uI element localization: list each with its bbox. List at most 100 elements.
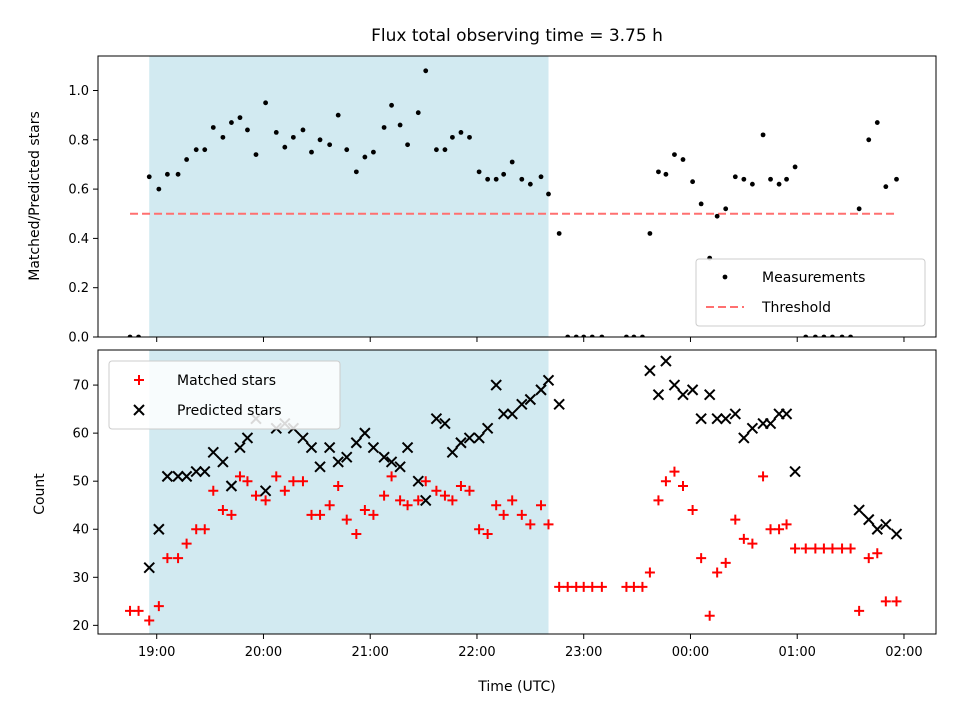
matched-star-point xyxy=(173,553,184,564)
measurement-point xyxy=(327,142,333,148)
measurement-point xyxy=(282,144,288,150)
predicted-star-point xyxy=(199,465,211,478)
measurement-point xyxy=(442,147,448,153)
predicted-star-point xyxy=(463,432,476,444)
matched-star-point xyxy=(687,505,698,516)
matched-star-point xyxy=(507,495,518,506)
predicted-star-point xyxy=(207,446,219,459)
matched-star-point xyxy=(162,553,173,564)
predicted-star-point xyxy=(412,475,424,487)
xtick-label: 19:00 xyxy=(138,645,175,660)
predicted-star-point xyxy=(764,417,777,430)
measurement-point xyxy=(175,171,181,177)
measurement-point xyxy=(434,147,439,153)
matched-star-point xyxy=(644,567,655,578)
top-plot-area xyxy=(127,56,899,337)
matched-star-point xyxy=(271,471,282,482)
predicted-star-point xyxy=(172,470,184,483)
matched-star-point xyxy=(368,509,379,520)
measurement-point xyxy=(220,134,226,140)
matched-star-point xyxy=(738,533,749,544)
measurement-point xyxy=(300,127,306,133)
matched-star-point xyxy=(863,553,874,564)
measurement-point xyxy=(690,179,696,185)
predicted-star-point xyxy=(746,422,759,435)
predicted-star-point xyxy=(660,355,672,367)
matched-star-point xyxy=(250,490,261,501)
measurement-point xyxy=(538,174,544,180)
measurement-point xyxy=(714,213,720,219)
matched-star-point xyxy=(351,529,362,540)
top-ylabel: Matched/Predicted stars xyxy=(27,111,43,281)
matched-star-point xyxy=(455,480,466,491)
matched-star-point xyxy=(637,581,648,592)
matched-star-point xyxy=(758,471,769,482)
measurement-point xyxy=(680,157,686,162)
predicted-star-point xyxy=(652,388,665,401)
measurement-point xyxy=(866,137,872,143)
legend-box xyxy=(108,360,341,430)
matched-star-point xyxy=(153,601,164,612)
predicted-star-point xyxy=(259,485,272,497)
matched-star-point xyxy=(226,509,237,520)
predicted-star-point xyxy=(863,513,875,526)
xtick-label: 02:00 xyxy=(885,645,922,660)
predicted-star-point xyxy=(853,504,865,516)
predicted-star-point xyxy=(516,398,528,411)
predicted-star-point xyxy=(430,413,443,425)
matched-star-point xyxy=(872,548,883,559)
bottom-ytick-label: 40 xyxy=(72,523,89,538)
matched-star-point xyxy=(720,557,731,568)
predicted-star-point xyxy=(359,427,371,439)
measurement-point xyxy=(210,125,216,130)
top-series-dot xyxy=(127,68,899,337)
matched-star-point xyxy=(696,553,707,564)
measurement-point xyxy=(458,130,464,135)
xtick-label: 21:00 xyxy=(351,645,388,660)
predicted-star-point xyxy=(871,523,883,535)
legend-predicted-marker xyxy=(133,404,145,416)
measurement-point xyxy=(309,149,314,155)
measurement-point xyxy=(663,171,669,177)
predicted-star-point xyxy=(332,456,344,468)
measurement-point xyxy=(581,334,587,337)
matched-star-point xyxy=(191,524,202,535)
matched-star-point xyxy=(324,500,335,511)
measurement-point xyxy=(821,334,827,337)
legend-box xyxy=(695,258,926,327)
matched-star-point xyxy=(781,519,792,530)
matched-star-point xyxy=(420,476,431,487)
predicted-star-point xyxy=(711,413,723,425)
measurement-point xyxy=(573,334,579,337)
predicted-star-point xyxy=(789,465,801,478)
measurement-point xyxy=(883,184,889,190)
matched-star-point xyxy=(133,605,144,616)
measurement-point xyxy=(519,176,525,182)
legend-matched-marker xyxy=(134,375,144,385)
measurement-point xyxy=(362,154,368,160)
predicted-star-point xyxy=(217,456,229,468)
predicted-star-point xyxy=(686,384,699,396)
measurement-point xyxy=(749,181,755,187)
measurement-point xyxy=(415,110,421,116)
measurement-point xyxy=(732,174,738,180)
measurement-point xyxy=(527,181,533,187)
matched-star-point xyxy=(827,543,838,554)
predicted-star-point xyxy=(719,413,732,425)
matched-star-point xyxy=(730,514,741,525)
measurement-point xyxy=(164,171,170,177)
predicted-star-point xyxy=(314,461,326,473)
measurement-point xyxy=(397,122,403,128)
matched-star-point xyxy=(333,480,344,491)
matched-star-point xyxy=(818,543,829,554)
matched-star-point xyxy=(379,490,390,501)
bottom-panel: 20 30 40 50 60 70 19:00 20:00 21:00 22:00 23:00 00:… xyxy=(72,349,937,660)
predicted-star-point xyxy=(553,398,565,411)
predicted-star-point xyxy=(234,441,246,454)
top-ytick-label: 1.0 xyxy=(68,84,89,99)
matched-star-point xyxy=(578,581,589,592)
matched-star-point xyxy=(704,610,715,621)
measurement-point xyxy=(599,334,605,337)
predicted-star-point xyxy=(481,422,494,435)
matched-star-point xyxy=(660,476,671,487)
